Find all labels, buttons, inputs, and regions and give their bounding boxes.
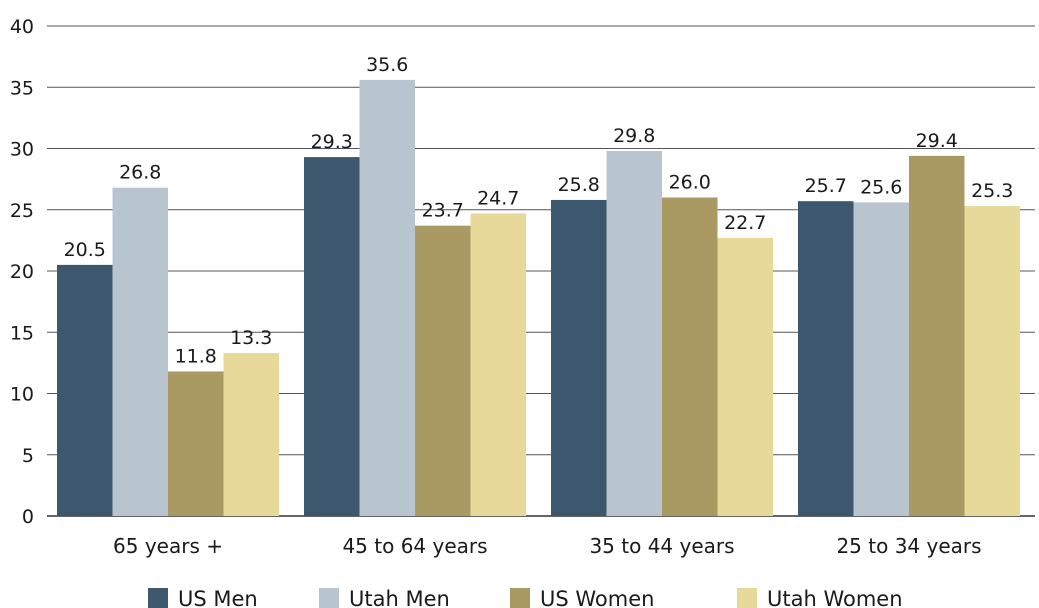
data-label: 26.8 [119, 162, 161, 184]
bar-utah-women [717, 237, 773, 517]
legend-label: US Women [540, 587, 654, 608]
legend-label: Utah Women [767, 587, 903, 608]
y-tick-label: 25 [10, 200, 34, 222]
data-label: 29.8 [613, 125, 655, 147]
data-label: 29.4 [916, 130, 958, 152]
bar-us-women [909, 155, 965, 516]
y-tick-label: 20 [10, 261, 34, 283]
bars [57, 79, 1020, 517]
legend-label: US Men [178, 587, 258, 608]
y-tick-label: 10 [10, 384, 34, 406]
bar-us-men [551, 199, 607, 516]
data-labels: 20.5 26.8 11.8 13.3 29.3 35.6 23.7 24.7 25.8 29.8… [64, 54, 1014, 368]
bar-utah-men [606, 150, 662, 516]
y-tick-label: 40 [10, 16, 34, 38]
bar-us-women [662, 197, 718, 516]
bar-us-men [798, 201, 854, 517]
data-label: 11.8 [175, 345, 217, 367]
data-label: 25.3 [971, 180, 1013, 202]
x-category-label: 25 to 34 years [836, 534, 981, 558]
x-category-label: 35 to 44 years [589, 534, 734, 558]
data-label: 22.7 [724, 212, 766, 234]
legend-swatch [319, 588, 339, 608]
bar-utah-men [853, 202, 909, 516]
bar-us-men [304, 157, 360, 516]
bar-utah-men [359, 79, 415, 517]
legend-swatch [148, 588, 168, 608]
bar-utah-women [470, 213, 526, 517]
bar-utah-men [112, 187, 168, 516]
y-tick-label: 5 [22, 445, 34, 467]
legend-swatch [510, 588, 530, 608]
y-axis-ticks: 0 5 10 15 20 25 30 35 40 [10, 16, 34, 528]
y-tick-label: 0 [22, 506, 34, 528]
data-label: 25.7 [805, 175, 847, 197]
y-tick-label: 30 [10, 139, 34, 161]
legend-label: Utah Men [349, 587, 450, 608]
data-label: 26.0 [669, 172, 711, 194]
x-category-label: 65 years + [113, 534, 223, 558]
bar-us-men [57, 264, 113, 516]
legend: US Men Utah Men US Women Utah Women [148, 587, 903, 608]
bar-utah-women [223, 353, 279, 516]
data-label: 24.7 [477, 187, 519, 209]
data-label: 13.3 [230, 327, 272, 349]
legend-swatch [737, 588, 757, 608]
bar-us-women [168, 371, 224, 516]
bar-utah-women [964, 206, 1020, 516]
data-label: 35.6 [366, 54, 408, 76]
y-tick-label: 15 [10, 322, 34, 344]
x-axis-categories: 65 years + 45 to 64 years 35 to 44 years 25… [113, 534, 982, 558]
x-category-label: 45 to 64 years [342, 534, 487, 558]
bar-us-women [415, 225, 471, 517]
data-label: 20.5 [64, 239, 106, 261]
data-label: 25.8 [558, 174, 600, 196]
y-tick-label: 35 [10, 77, 34, 99]
data-label: 25.6 [860, 176, 902, 198]
data-label: 29.3 [311, 131, 353, 153]
data-label: 23.7 [422, 200, 464, 222]
